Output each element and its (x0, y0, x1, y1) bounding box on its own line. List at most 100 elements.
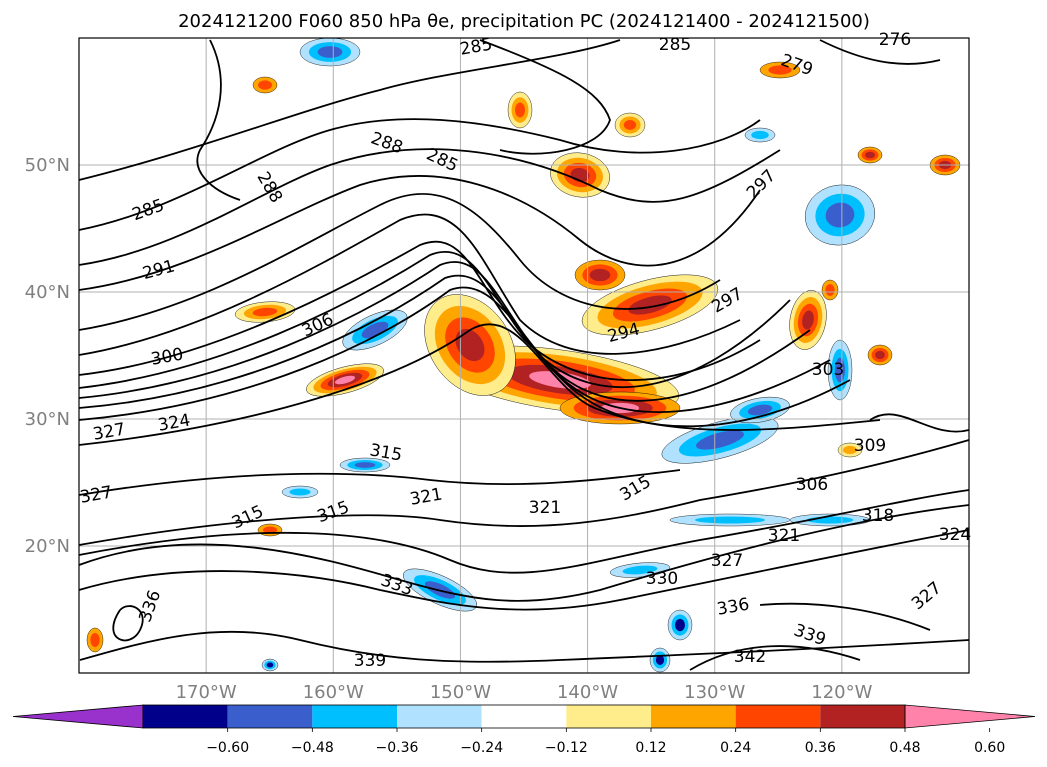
theta-e-contour-21 (869, 413, 970, 433)
theta-e-contour-11 (78, 323, 881, 446)
y-tick-label-0: 50°N (25, 155, 70, 176)
precip-region-32-level-2 (835, 357, 845, 383)
contour-label-33: 342 (734, 647, 766, 667)
precip-region-6-level-2 (623, 120, 637, 130)
theta-e-contour-5 (78, 213, 741, 356)
contour-label-2: 285 (659, 35, 691, 55)
colorbar-tick-labels: −0.60 −0.48 −0.36 −0.24 −0.12 0.12 0.24 0.36 0.4… (206, 728, 1005, 756)
precip-region-18-level-1 (263, 526, 277, 534)
colorbar-segment-4 (481, 705, 567, 728)
theta-e-contour-19 (689, 645, 861, 671)
chart-title: 2024121200 F060 850 hPa θe, precipitatio… (178, 11, 870, 32)
theta-e-contour-20 (759, 602, 931, 631)
colorbar-tick-label-6: 0.24 (720, 740, 751, 756)
precip-region-19-level-1 (843, 445, 857, 455)
precip-region-21-level-2 (361, 321, 389, 339)
theta-e-contour-10 (78, 286, 851, 428)
colorbar (12, 704, 1036, 729)
x-tick-label-3: 140°W (557, 682, 618, 703)
precip-region-16-level-1 (768, 65, 792, 75)
precip-region-9-level-4 (334, 375, 356, 385)
colorbar-tick-label-0: −0.60 (206, 740, 249, 756)
colorbar-extend-low (12, 704, 144, 729)
theta-e-contour-16 (78, 529, 970, 611)
x-tick-label-2: 150°W (430, 682, 491, 703)
precip-region-17-level-1 (90, 633, 100, 647)
precip-region-33-level-2 (317, 46, 343, 58)
contour-label-14: 303 (812, 360, 844, 380)
theta-e-contour-13 (78, 439, 970, 546)
theta-e-contour-8 (78, 261, 811, 402)
y-axis-tick-labels: 50°N 40°N 30°N 20°N (25, 155, 70, 557)
theta-e-contour-17 (79, 630, 970, 663)
precip-region-31-level-2 (655, 655, 665, 665)
precip-region-1-level-3 (455, 328, 485, 362)
x-tick-label-0: 170°W (176, 682, 237, 703)
colorbar-frame (142, 704, 906, 729)
x-axis-tick-labels: 170°W 160°W 150°W 140°W 130°W 120°W (176, 682, 873, 703)
precip-region-11-level-2 (875, 350, 885, 360)
theta-e-contour-18 (112, 605, 144, 642)
map-panel: 2762792852852852882882852912942972973003… (78, 30, 971, 674)
theta-e-contour-4 (78, 193, 721, 331)
map-frame (78, 37, 970, 674)
theta-e-contour-12 (78, 469, 681, 496)
contour-label-25: 327 (711, 551, 743, 571)
theta-e-contour-23 (479, 39, 611, 155)
theta-e-contour-2 (78, 148, 781, 266)
y-tick-label-3: 20°N (25, 536, 70, 557)
colorbar-segment-5 (566, 705, 651, 728)
contour-label-22: 306 (796, 475, 828, 495)
contour-label-34: 339 (354, 651, 386, 671)
colorbar-segment-8 (820, 705, 905, 728)
colorbar-tick-label-3: −0.24 (460, 740, 503, 756)
precip-region-34-level-1 (751, 130, 769, 140)
y-tick-label-2: 30°N (25, 409, 70, 430)
theta-e-contours (78, 39, 970, 671)
colorbar-tick-label-4: −0.12 (545, 740, 588, 756)
colorbar-segment-1 (227, 705, 313, 728)
precip-region-14-level-2 (865, 151, 875, 159)
theta-e-contour-24 (819, 39, 941, 65)
precip-region-22-level-2 (696, 430, 744, 450)
colorbar-tick-label-2: −0.36 (376, 740, 419, 756)
x-tick-label-1: 160°W (303, 682, 364, 703)
colorbar-segment-3 (397, 705, 482, 728)
precip-region-7-level-2 (515, 102, 525, 118)
precip-region-10-level-3 (802, 310, 814, 330)
colorbar-tick-label-9: 0.60 (974, 740, 1005, 756)
graticule (79, 38, 969, 673)
theta-e-contour-3 (78, 175, 761, 291)
x-tick-label-4: 130°W (684, 682, 745, 703)
precip-region-25-level-1 (695, 516, 765, 524)
precip-region-30-level-2 (675, 618, 685, 632)
precip-region-12-level-1 (825, 284, 835, 296)
colorbar-segment-6 (651, 705, 736, 728)
theta-e-contour-22 (196, 39, 241, 201)
contour-label-27: 321 (768, 526, 800, 546)
contour-label-0: 276 (879, 30, 911, 50)
colorbar-segment-7 (735, 705, 821, 728)
contour-label-15: 309 (854, 436, 886, 456)
precip-region-35-level-2 (266, 662, 274, 668)
contour-label-36: 324 (939, 525, 971, 545)
precip-region-20-level-2 (825, 202, 855, 228)
colorbar-extend-high (904, 704, 1036, 729)
precip-region-29-level-1 (622, 565, 658, 575)
precip-region-8-level-2 (252, 307, 278, 317)
colorbar-tick-label-7: 0.36 (805, 740, 836, 756)
y-tick-label-1: 40°N (25, 282, 70, 303)
colorbar-tick-label-5: 0.12 (635, 740, 666, 756)
precip-region-28-level-1 (289, 488, 311, 496)
x-tick-label-5: 120°W (811, 682, 872, 703)
precip-region-3-level-3 (628, 295, 672, 315)
contour-label-21: 321 (529, 498, 561, 518)
theta-e-contour-9 (78, 274, 831, 413)
contour-label-35: 318 (862, 506, 894, 526)
colorbar-segment-2 (312, 705, 397, 728)
theta-e-contour-0 (78, 39, 621, 181)
colorbar-tick-label-1: −0.48 (291, 740, 334, 756)
contour-label-28: 330 (646, 569, 678, 589)
precip-region-4-level-2 (589, 268, 611, 282)
